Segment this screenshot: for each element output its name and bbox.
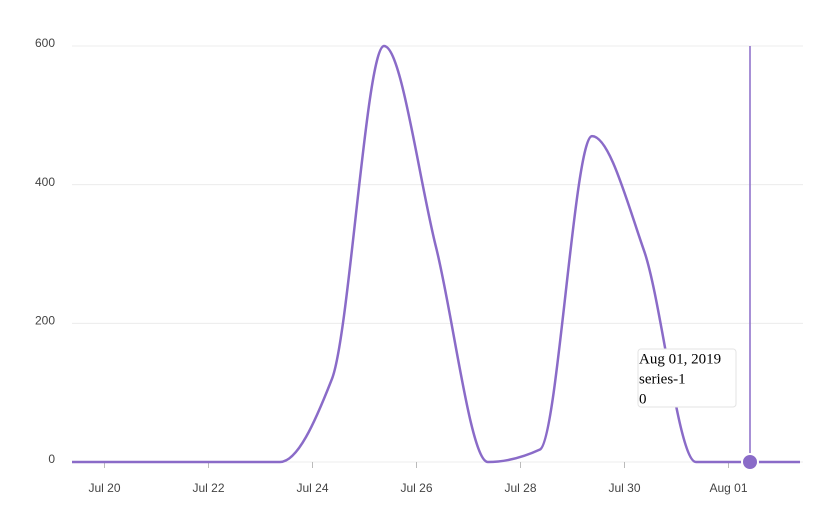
y-tick-label: 0: [48, 452, 55, 466]
tooltip: Aug 01, 2019 series-1 0: [637, 348, 737, 408]
series-line: [72, 44, 800, 464]
tooltip-value: 0: [639, 391, 647, 407]
x-tick-label: Jul 24: [296, 481, 328, 495]
y-tick-label: 200: [35, 314, 55, 328]
hover-marker: [741, 453, 759, 471]
x-tick-label: Jul 28: [504, 481, 536, 495]
tooltip-box: [637, 348, 737, 408]
x-tick-label: Aug 01: [709, 481, 747, 495]
x-tick-label: Jul 30: [608, 481, 640, 495]
tooltip-title: Aug 01, 2019: [639, 351, 721, 367]
x-tick-label: Jul 22: [192, 481, 224, 495]
tooltip-series: series-1: [639, 371, 686, 387]
y-tick-label: 600: [35, 36, 55, 50]
x-tick-label: Jul 20: [88, 481, 120, 495]
x-tick-label: Jul 26: [400, 481, 432, 495]
y-tick-label: 400: [35, 175, 55, 189]
